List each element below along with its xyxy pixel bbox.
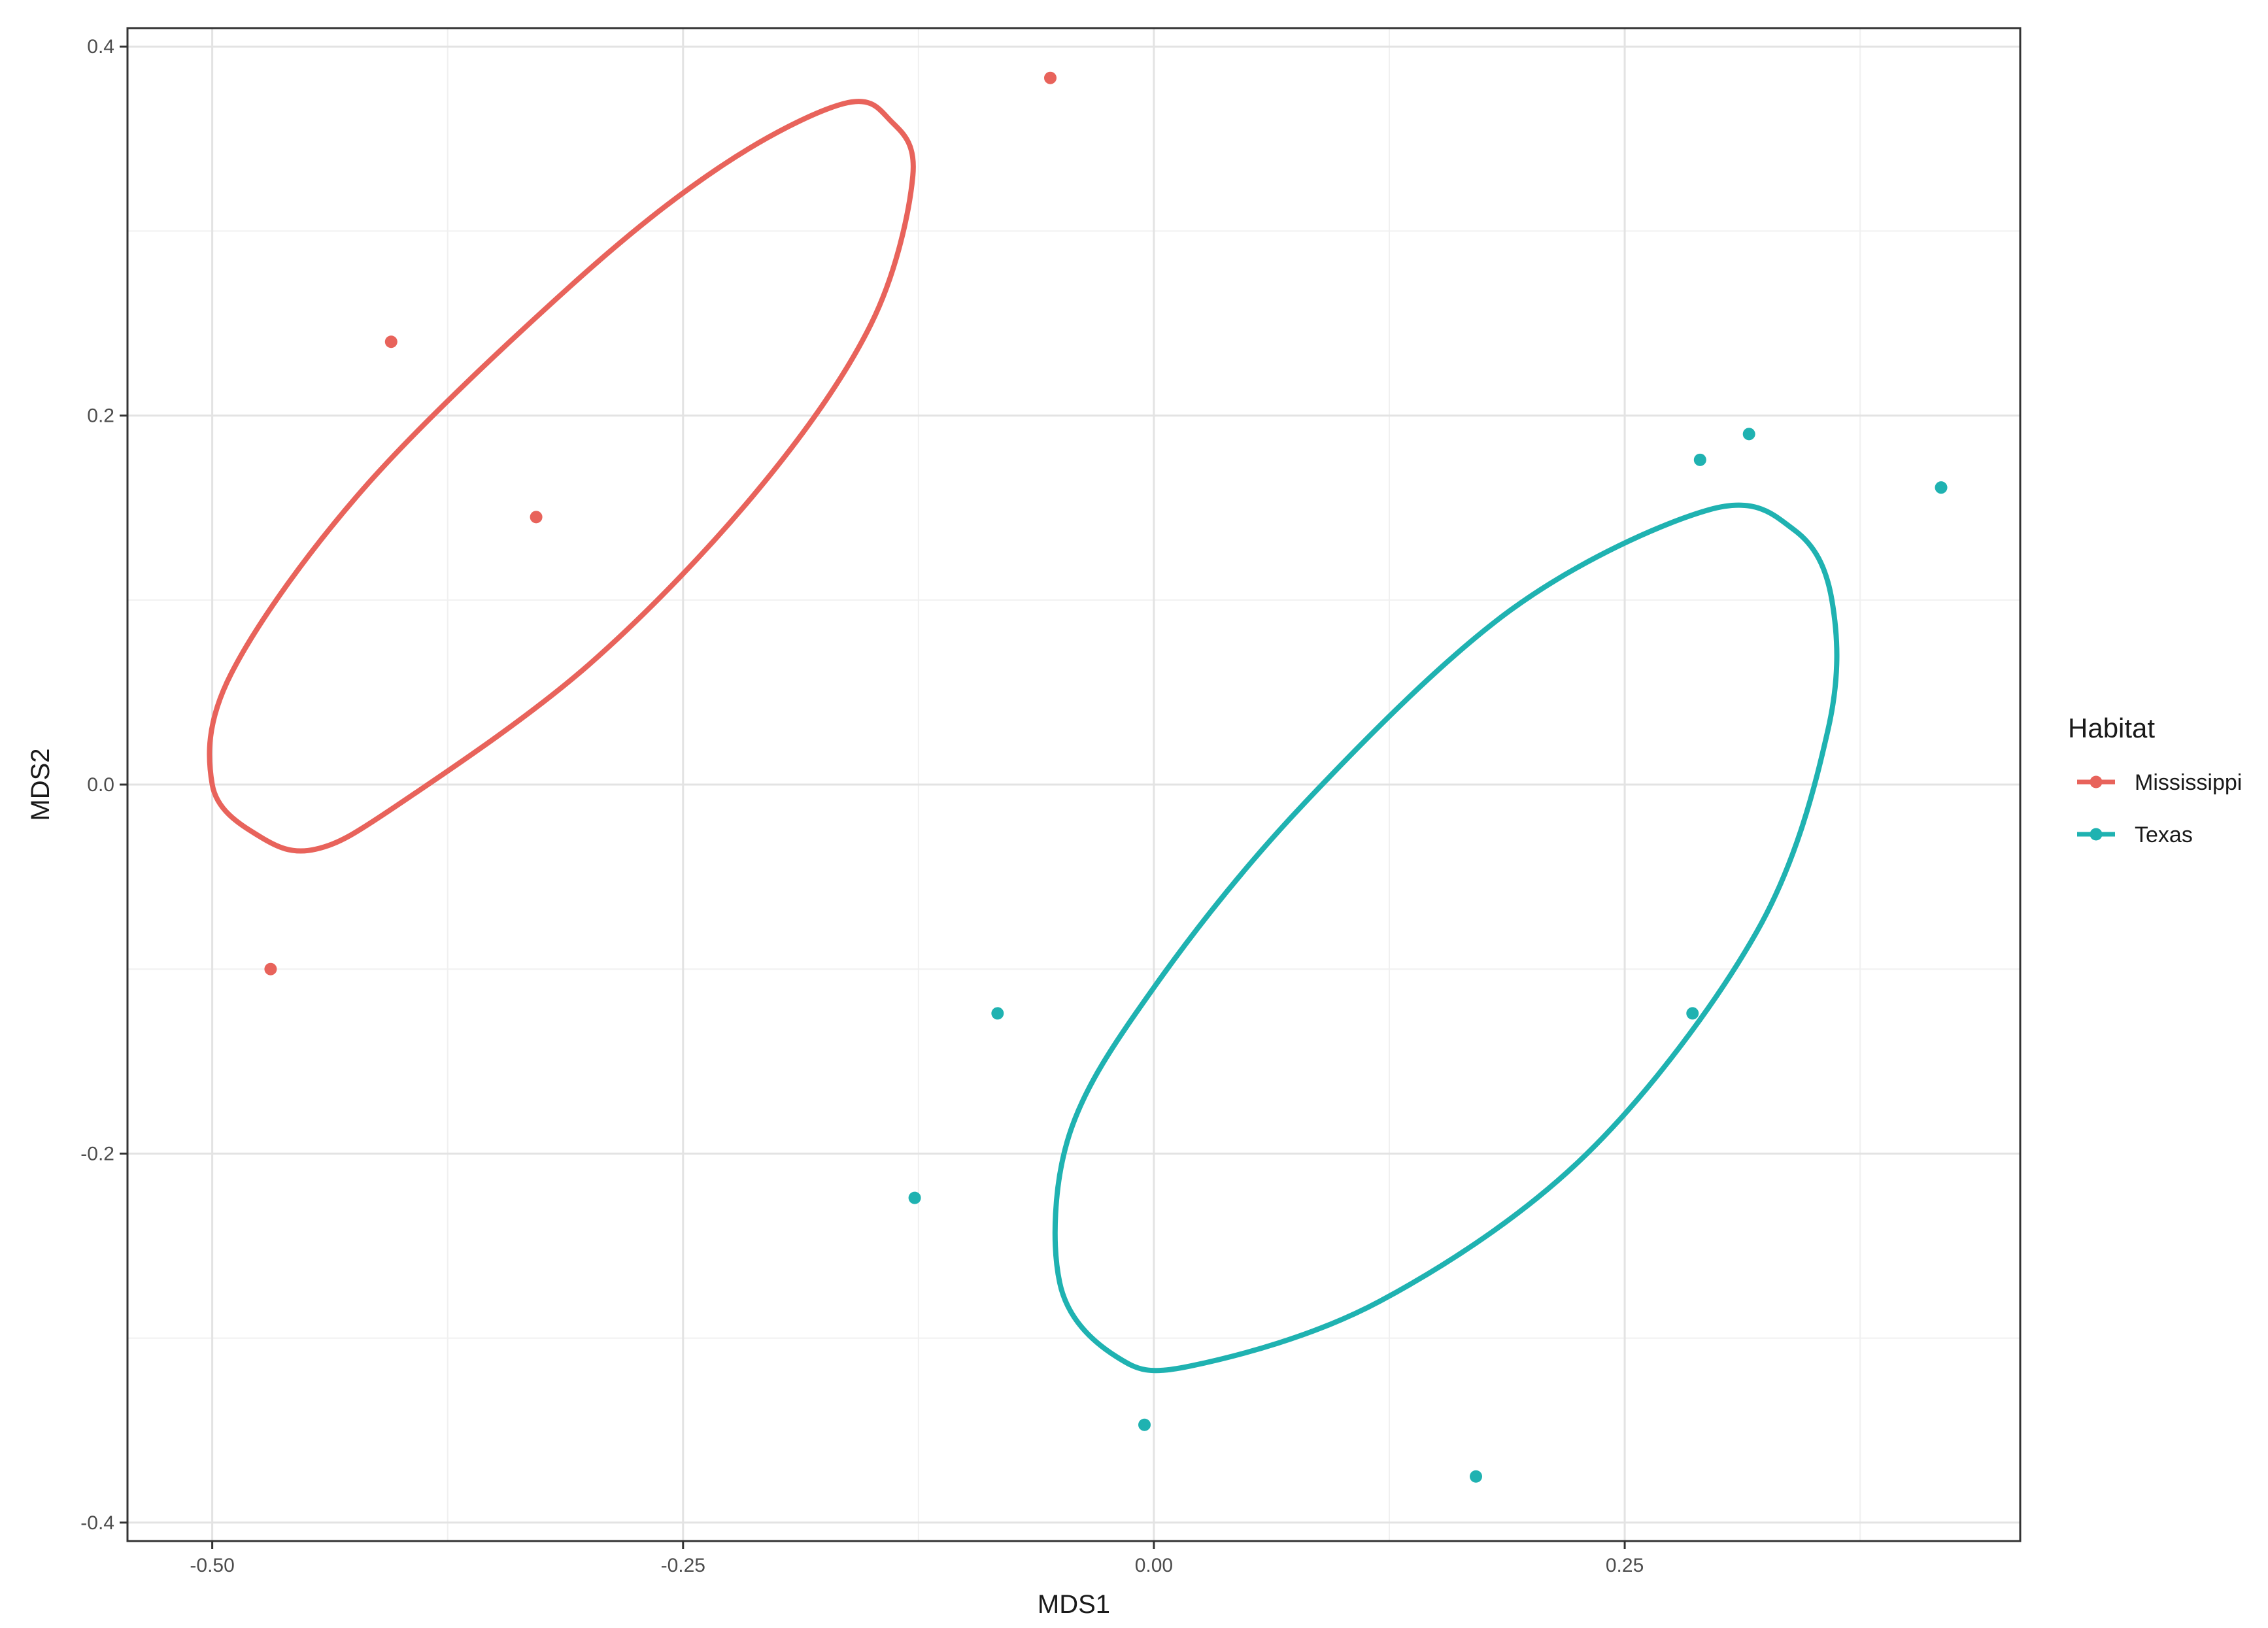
mississippi-point [1043,71,1057,84]
texas-point [1742,428,1755,441]
y-tick-label: 0.0 [87,774,114,796]
texas-point [1686,1007,1699,1020]
mississippi-point [384,335,398,348]
x-tick-label: -0.25 [661,1555,705,1576]
grid-lines [127,28,2020,1541]
legend-title: Habitat [2068,713,2155,743]
mississippi-point [264,962,277,975]
texas-point [1693,453,1706,466]
y-tick-label: -0.2 [80,1143,114,1164]
x-tick-label: 0.25 [1606,1555,1644,1576]
confidence-ellipses [207,99,1840,1374]
texas-point [1138,1418,1151,1431]
texas-point [1470,1470,1483,1483]
x-tick-label: 0.00 [1135,1555,1173,1576]
legend-key-point-texas [2090,828,2103,841]
texas-point [1935,481,1948,494]
texas-point [991,1007,1004,1020]
texas-point [908,1191,921,1204]
legend-label-mississippi: Mississippi [2135,770,2242,795]
mississippi-point [530,511,543,524]
x-axis-title: MDS1 [1038,1590,1110,1619]
y-tick-label: -0.4 [80,1512,114,1534]
y-axis-title: MDS2 [26,748,55,821]
legend: Habitat Mississippi Texas [2068,713,2242,847]
axes: -0.50 -0.25 0.00 0.25 -0.4 -0.2 0.0 0.2 0.4 [80,36,1644,1576]
mississippi-ellipse [207,99,916,854]
y-tick-label: 0.2 [87,405,114,427]
legend-key-point-mississippi [2090,775,2103,789]
data-points [264,71,1948,1483]
legend-label-texas: Texas [2135,822,2193,847]
x-tick-label: -0.50 [190,1555,234,1576]
texas-ellipse [1052,502,1840,1374]
y-tick-label: 0.4 [87,36,114,58]
